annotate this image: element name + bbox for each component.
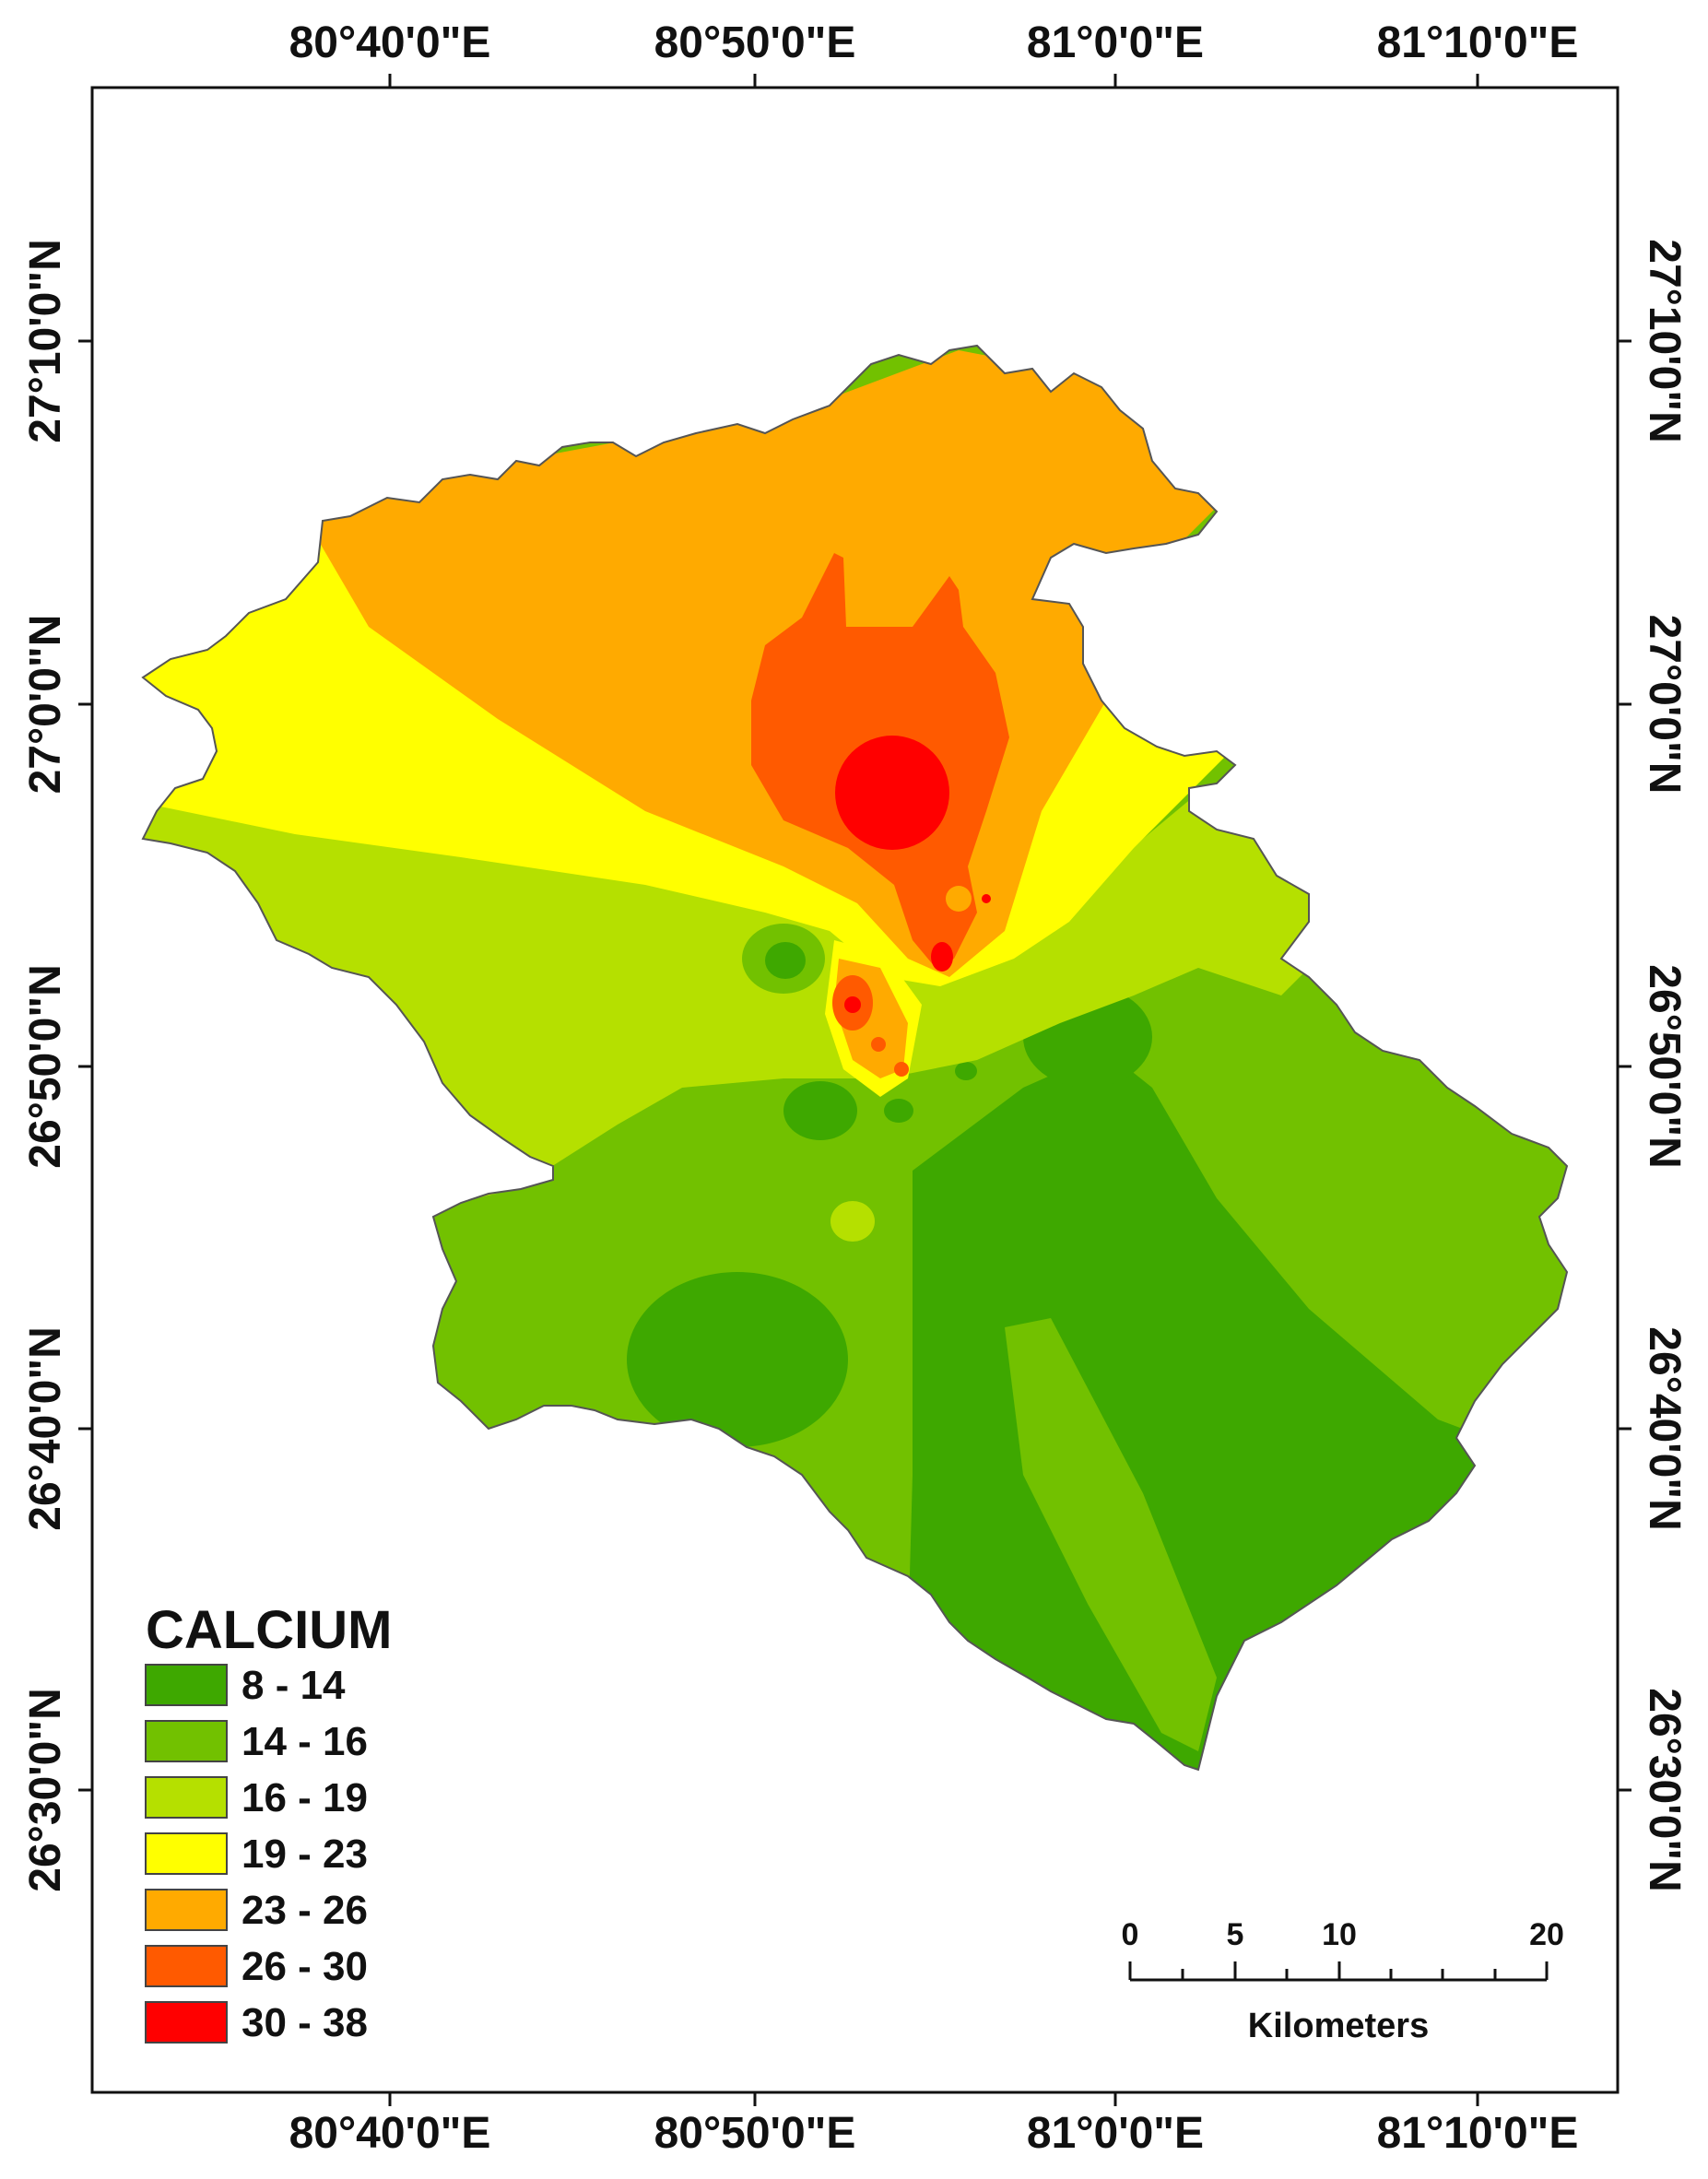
legend-swatch (145, 1945, 228, 1987)
zone-30-38-dot (982, 894, 991, 903)
lat-label-left-4: 26°40'0"N (21, 1326, 70, 1531)
scale-tick-label: 10 (1322, 1917, 1357, 1952)
scale-tick-label: 0 (1122, 1917, 1139, 1952)
legend-label: 14 - 16 (241, 1719, 368, 1764)
zone-8-14-dot (884, 1099, 913, 1123)
lon-label-top-4: 81°10'0"E (1377, 18, 1579, 67)
legend-title: CALCIUM (146, 1600, 392, 1660)
lon-label-bottom-2: 80°50'0"E (654, 2109, 856, 2158)
lat-label-left-3: 26°50'0"N (21, 964, 70, 1169)
scale-bar: 0 5 10 20 Kilometers (1122, 1917, 1564, 2045)
legend-label: 23 - 26 (241, 1888, 368, 1933)
legend-swatch (145, 2001, 228, 2044)
lat-label-left-1: 27°10'0"N (21, 239, 70, 443)
map-frame (90, 86, 1620, 2094)
legend-entry: 26 - 30 (145, 1944, 368, 1989)
lon-label-top-1: 80°40'0"E (289, 18, 491, 67)
lat-label-left-5: 26°30'0"N (21, 1688, 70, 1892)
graticule-ticks (78, 74, 1631, 2106)
legend-label: 8 - 14 (241, 1663, 346, 1708)
lon-label-top-2: 80°50'0"E (654, 18, 856, 67)
lon-label-top-3: 81°0'0"E (1027, 18, 1204, 67)
lat-label-right-3: 26°50'0"N (1640, 964, 1689, 1169)
legend: CALCIUM 8 - 14 14 - 16 16 - 19 19 - 23 2… (145, 1600, 392, 2045)
legend-entry: 19 - 23 (145, 1832, 368, 1877)
lat-label-right-4: 26°40'0"N (1640, 1326, 1689, 1531)
zone-30-38-spot (931, 942, 953, 972)
zone-26-30-dot (871, 1037, 886, 1052)
zone-30-38-south (844, 996, 861, 1013)
legend-swatch (145, 1664, 228, 1706)
legend-swatch (145, 1832, 228, 1875)
legend-entry: 14 - 16 (145, 1719, 368, 1764)
zone-8-14-island (765, 942, 806, 979)
scale-bar-line (1128, 1961, 1549, 1982)
scale-tick-label: 20 (1529, 1917, 1564, 1952)
legend-swatch (145, 1776, 228, 1819)
legend-swatch (145, 1889, 228, 1931)
zone-8-14-west (627, 1272, 848, 1447)
zone-14-16-strip (1005, 1318, 1217, 1751)
legend-entry: 8 - 14 (145, 1663, 346, 1708)
lon-label-bottom-4: 81°10'0"E (1377, 2109, 1579, 2158)
lat-label-left-2: 27°0'0"N (21, 615, 70, 795)
calcium-surface (143, 346, 1567, 1770)
zone-8-14-dot2 (955, 1062, 977, 1080)
legend-entry: 30 - 38 (145, 2000, 368, 2045)
zone-23-26-dot (946, 886, 972, 912)
zone-30-38-peak (835, 736, 949, 850)
legend-entry: 16 - 19 (145, 1775, 368, 1820)
district-outline (141, 344, 1569, 1772)
legend-label: 30 - 38 (241, 2000, 368, 2045)
lat-label-right-2: 27°0'0"N (1640, 615, 1689, 795)
legend-label: 19 - 23 (241, 1832, 368, 1877)
lon-label-bottom-3: 81°0'0"E (1027, 2109, 1204, 2158)
scale-unit-label: Kilometers (1248, 2007, 1429, 2045)
lat-label-right-1: 27°10'0"N (1640, 239, 1689, 443)
zone-26-30-dot2 (894, 1062, 909, 1077)
legend-entry: 23 - 26 (145, 1888, 368, 1933)
legend-label: 26 - 30 (241, 1944, 368, 1989)
zone-8-14-blob (783, 1081, 857, 1140)
legend-label: 16 - 19 (241, 1775, 368, 1820)
lat-label-right-5: 26°30'0"N (1640, 1688, 1689, 1892)
scale-tick-label: 5 (1227, 1917, 1244, 1952)
zone-16-19-south (830, 1201, 875, 1242)
legend-swatch (145, 1720, 228, 1762)
lon-label-bottom-1: 80°40'0"E (289, 2109, 491, 2158)
